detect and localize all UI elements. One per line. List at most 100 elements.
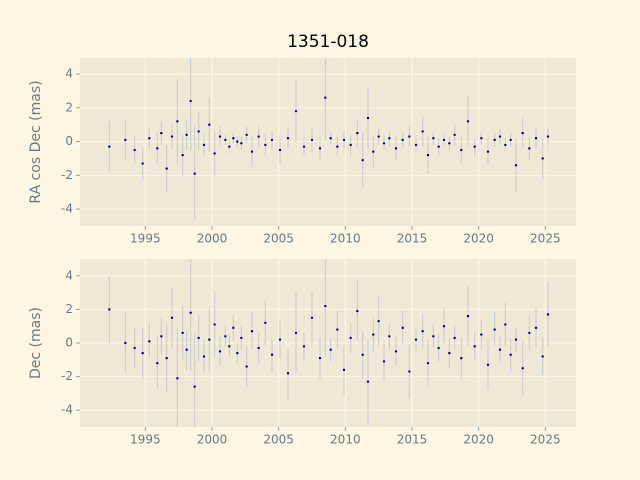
data-point: [546, 313, 550, 316]
data-point: [213, 152, 216, 155]
data-point: [286, 137, 290, 140]
data-point: [108, 145, 111, 148]
data-point: [228, 345, 231, 348]
data-point: [176, 377, 179, 380]
data-point: [202, 143, 206, 147]
data-point: [189, 311, 192, 314]
data-point: [181, 331, 184, 335]
data-point: [294, 331, 298, 335]
data-point: [124, 341, 127, 345]
data-point: [394, 350, 398, 353]
data-point: [240, 142, 243, 145]
data-point: [318, 356, 322, 360]
data-point: [432, 335, 435, 338]
data-point: [498, 348, 502, 351]
data-point: [366, 116, 370, 120]
data-point: [224, 138, 227, 142]
data-point: [336, 145, 339, 148]
data-point: [170, 135, 174, 138]
data-point: [160, 131, 163, 135]
data-point: [437, 346, 440, 350]
data-point: [421, 330, 424, 333]
data-point: [388, 335, 391, 338]
data-point: [528, 331, 531, 335]
data-point: [185, 133, 188, 137]
data-point: [356, 131, 359, 135]
data-point: [160, 335, 163, 338]
data-point: [329, 348, 332, 351]
data-point: [382, 360, 386, 363]
data-point: [141, 351, 144, 355]
data-point: [486, 363, 490, 367]
x-tick-label: 2000: [197, 433, 228, 447]
x-tick-label: 2015: [397, 232, 428, 246]
data-point: [170, 316, 174, 319]
data-point: [509, 353, 512, 356]
x-tick-label: 2020: [463, 232, 494, 246]
data-point: [270, 138, 274, 142]
data-point: [509, 138, 512, 142]
x-tick-label: 2010: [330, 433, 361, 447]
y-tick-label: 2: [65, 100, 73, 114]
data-point: [148, 340, 151, 343]
data-point: [504, 323, 507, 326]
data-point: [426, 153, 430, 157]
data-point: [486, 150, 490, 153]
data-point: [264, 321, 267, 325]
plot-marks: [108, 259, 550, 427]
data-point: [448, 142, 451, 145]
data-point: [232, 137, 235, 140]
data-point: [324, 304, 327, 308]
data-point: [156, 361, 159, 365]
y-tick-label: 0: [65, 134, 73, 148]
data-point: [514, 338, 518, 341]
data-point: [318, 147, 322, 150]
data-point: [541, 157, 544, 160]
data-point: [141, 162, 144, 165]
data-point: [228, 145, 231, 148]
data-point: [541, 355, 544, 358]
x-tick-label: 2025: [530, 433, 561, 447]
data-point: [437, 145, 440, 148]
data-point: [213, 323, 216, 326]
x-tick-label: 1995: [130, 433, 161, 447]
data-point: [394, 147, 398, 150]
data-point: [432, 137, 435, 140]
data-point: [278, 148, 282, 152]
data-point: [257, 135, 260, 138]
data-point: [208, 123, 211, 126]
data-point: [133, 346, 136, 350]
data-point: [442, 325, 446, 328]
data-point: [124, 138, 127, 142]
data-point: [442, 138, 446, 142]
data-point: [133, 148, 136, 152]
data-point: [278, 338, 282, 341]
y-tick-label: -4: [61, 202, 73, 216]
data-point: [165, 356, 168, 360]
data-point: [310, 138, 314, 142]
data-point: [414, 143, 418, 147]
data-point: [480, 137, 483, 140]
data-point: [448, 351, 451, 355]
data-point: [521, 131, 524, 135]
data-point: [310, 316, 314, 319]
data-point: [382, 142, 386, 145]
data-point: [218, 135, 222, 138]
data-point: [232, 326, 235, 330]
data-point: [302, 345, 306, 348]
data-point: [270, 353, 274, 356]
data-point: [193, 385, 196, 388]
chart-title: 1351-018: [287, 32, 369, 52]
data-point: [356, 309, 359, 313]
data-point: [108, 308, 111, 311]
data-point: [421, 130, 424, 133]
data-point: [408, 370, 411, 373]
data-point: [202, 355, 206, 358]
data-point: [324, 96, 327, 99]
data-point: [342, 368, 346, 372]
y-tick-label: -2: [61, 369, 73, 383]
data-point: [236, 140, 239, 143]
data-point: [493, 138, 496, 142]
data-point: [493, 328, 496, 331]
